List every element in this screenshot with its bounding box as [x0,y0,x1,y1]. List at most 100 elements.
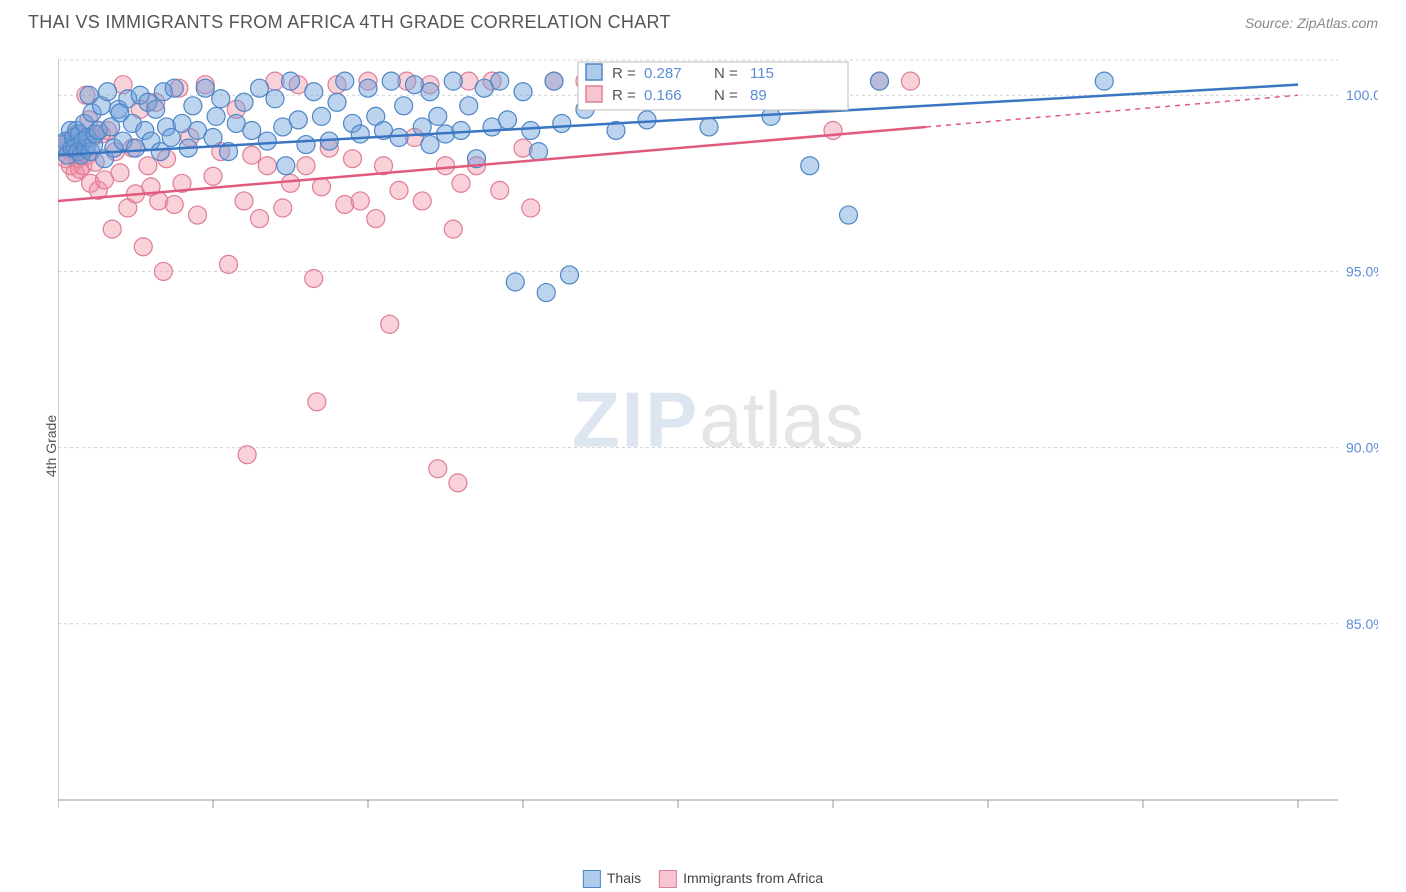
scatter-point [111,164,129,182]
legend-swatch [586,86,602,102]
scatter-point [561,266,579,284]
scatter-point [154,262,172,280]
legend-label: Thais [607,870,641,886]
scatter-point [103,220,121,238]
scatter-point [243,121,261,139]
scatter-point [204,167,222,185]
scatter-point [871,72,889,90]
scatter-point [413,192,431,210]
y-tick-label: 90.0% [1346,440,1378,456]
scatter-point [902,72,920,90]
scatter-point [289,111,307,129]
scatter-point [801,157,819,175]
scatter-point [351,192,369,210]
scatter-point [204,129,222,147]
scatter-point [313,178,331,196]
scatter-point [452,121,470,139]
scatter-point [429,107,447,125]
scatter-point [207,107,225,125]
scatter-point [437,157,455,175]
scatter-point [235,192,253,210]
scatter-point [328,93,346,111]
scatter-point [274,199,292,217]
legend-swatch [583,870,601,888]
legend-n-label: N = [714,87,738,104]
scatter-point [395,97,413,115]
scatter-point [514,83,532,101]
scatter-chart-svg: 0.0% 80.0% 85.0% 90.0% 95.0% 100.0% R = 0.287 N … [58,50,1378,820]
y-tick-label: 100.0% [1346,87,1378,103]
legend-bottom: Thais Immigrants from Africa [583,870,823,888]
scatter-point [282,72,300,90]
x-tick-label: 80.0% [1278,817,1318,820]
scatter-point [150,192,168,210]
scatter-point [266,90,284,108]
chart-area: 0.0% 80.0% 85.0% 90.0% 95.0% 100.0% R = 0.287 N … [58,50,1378,820]
scatter-point [344,150,362,168]
scatter-point [1095,72,1113,90]
legend-n-value: 89 [750,87,767,104]
scatter-point [165,79,183,97]
scatter-point [359,79,377,97]
source-attribution: Source: ZipAtlas.com [1245,15,1378,31]
scatter-point [545,72,563,90]
scatter-point [421,136,439,154]
scatter-point [258,157,276,175]
scatter-point [297,136,315,154]
scatter-point [449,474,467,492]
legend-n-value: 115 [750,65,774,82]
legend-swatch [586,64,602,80]
scatter-point [522,199,540,217]
scatter-point [139,157,157,175]
scatter-point [421,83,439,101]
scatter-point [220,255,238,273]
scatter-point [382,72,400,90]
scatter-point [238,446,256,464]
scatter-point [336,72,354,90]
scatter-point [537,284,555,302]
scatter-point [235,93,253,111]
scatter-point [189,206,207,224]
scatter-point [514,139,532,157]
scatter-point [553,114,571,132]
x-tick-label: 0.0% [58,817,74,820]
scatter-point [429,460,447,478]
scatter-point [491,72,509,90]
scatter-point [367,210,385,228]
scatter-point [277,157,295,175]
scatter-point [282,174,300,192]
scatter-point [251,79,269,97]
scatter-point [184,97,202,115]
legend-label: Immigrants from Africa [683,870,823,886]
scatter-point [390,129,408,147]
legend-swatch [659,870,677,888]
legend-r-value: 0.287 [644,65,682,82]
scatter-point [297,157,315,175]
scatter-point [499,111,517,129]
scatter-point [251,210,269,228]
scatter-point [390,181,408,199]
y-tick-label: 85.0% [1346,616,1378,632]
scatter-point [336,195,354,213]
legend-n-label: N = [714,65,738,82]
scatter-point [313,107,331,125]
y-axis-label: 4th Grade [43,415,59,477]
scatter-point [444,72,462,90]
legend-r-label: R = [612,87,636,104]
scatter-point [134,238,152,256]
chart-title: THAI VS IMMIGRANTS FROM AFRICA 4TH GRADE… [28,12,671,33]
scatter-point [165,195,183,213]
scatter-point [147,100,165,118]
scatter-point [491,181,509,199]
y-tick-label: 95.0% [1346,263,1378,279]
legend-item: Thais [583,870,641,888]
scatter-point [824,121,842,139]
scatter-point [638,111,656,129]
scatter-point [460,97,478,115]
scatter-point [196,79,214,97]
scatter-point [308,393,326,411]
scatter-point [522,121,540,139]
legend-r-label: R = [612,65,636,82]
scatter-point [840,206,858,224]
scatter-point [530,143,548,161]
